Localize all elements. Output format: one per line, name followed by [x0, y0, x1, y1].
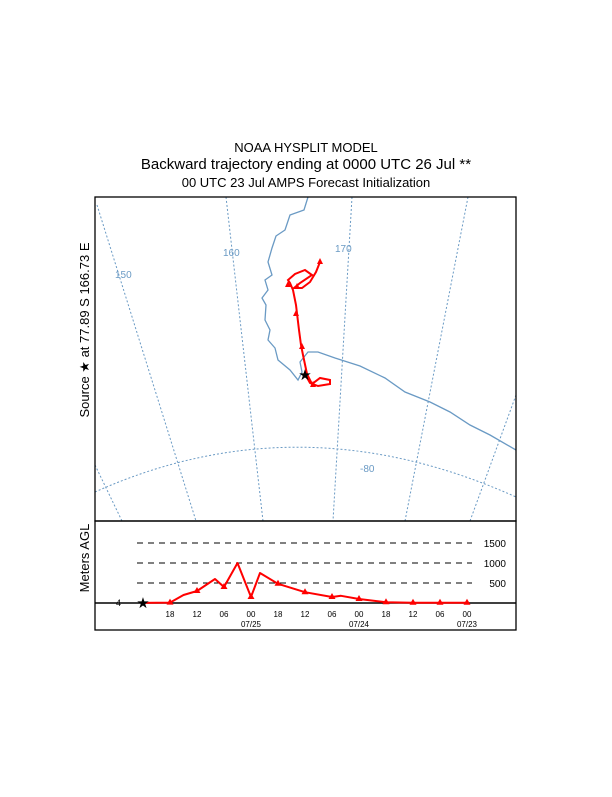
height-marker: [193, 587, 201, 593]
height-marker: [382, 598, 390, 605]
x-tick-label: 06: [328, 610, 337, 619]
y-tick-label: 1000: [484, 559, 507, 570]
x-tick-label: 18: [382, 610, 391, 619]
lon-label-150: 150: [115, 270, 132, 281]
height-marker: [409, 598, 417, 605]
x-tick-label: 12: [409, 610, 418, 619]
source-label: Source ★ at 77.89 S 166.73 E: [77, 242, 92, 417]
lon-label-160: 160: [223, 248, 240, 259]
x-tick-label: 00: [463, 610, 472, 619]
height-marker: [274, 579, 282, 586]
height-marker: [220, 583, 228, 589]
x-tick-label: 00: [247, 610, 256, 619]
x-tick-label: 12: [301, 610, 310, 619]
x-tick-label: 06: [436, 610, 445, 619]
x-tick-label: 00: [355, 610, 364, 619]
height-marker: [463, 598, 471, 605]
source-star-icon: ★: [298, 367, 311, 384]
height-marker: [355, 595, 363, 601]
title-line2: Backward trajectory ending at 0000 UTC 2…: [141, 156, 471, 173]
x-tick-label: 12: [193, 610, 202, 619]
start-height-label: 4: [116, 598, 121, 608]
height-panel: Meters AGL 4 500 1000 1500 18 12 06 00 18 12 06 00…: [77, 520, 517, 631]
height-marker: [328, 593, 336, 599]
height-marker: [166, 598, 174, 605]
x-tick-label: 06: [220, 610, 229, 619]
y-tick-label: 500: [489, 579, 506, 590]
y-axis-label: Meters AGL: [77, 524, 92, 593]
x-date-label: 07/25: [241, 620, 262, 629]
lat-label-80: -80: [360, 464, 375, 475]
x-tick-label: 18: [274, 610, 283, 619]
height-marker: [436, 598, 444, 605]
y-tick-label: 1500: [484, 539, 507, 550]
map-panel: 150 160 170 -80 ★ Source ★ at 77.89 S 16…: [77, 196, 517, 522]
coastline: [261, 197, 516, 451]
x-tick-label: 18: [166, 610, 175, 619]
title-line1: NOAA HYSPLIT MODEL: [234, 140, 378, 155]
lon-label-170: 170: [335, 244, 352, 255]
title-line3: 00 UTC 23 Jul AMPS Forecast Initializati…: [182, 175, 431, 190]
x-date-label: 07/23: [457, 620, 478, 629]
height-marker: [301, 588, 309, 595]
x-date-label: 07/24: [349, 620, 370, 629]
height-marker: [247, 593, 255, 599]
trajectory-markers: [285, 258, 323, 387]
graticule: [95, 197, 516, 521]
source-star-icon: ★: [136, 595, 149, 612]
